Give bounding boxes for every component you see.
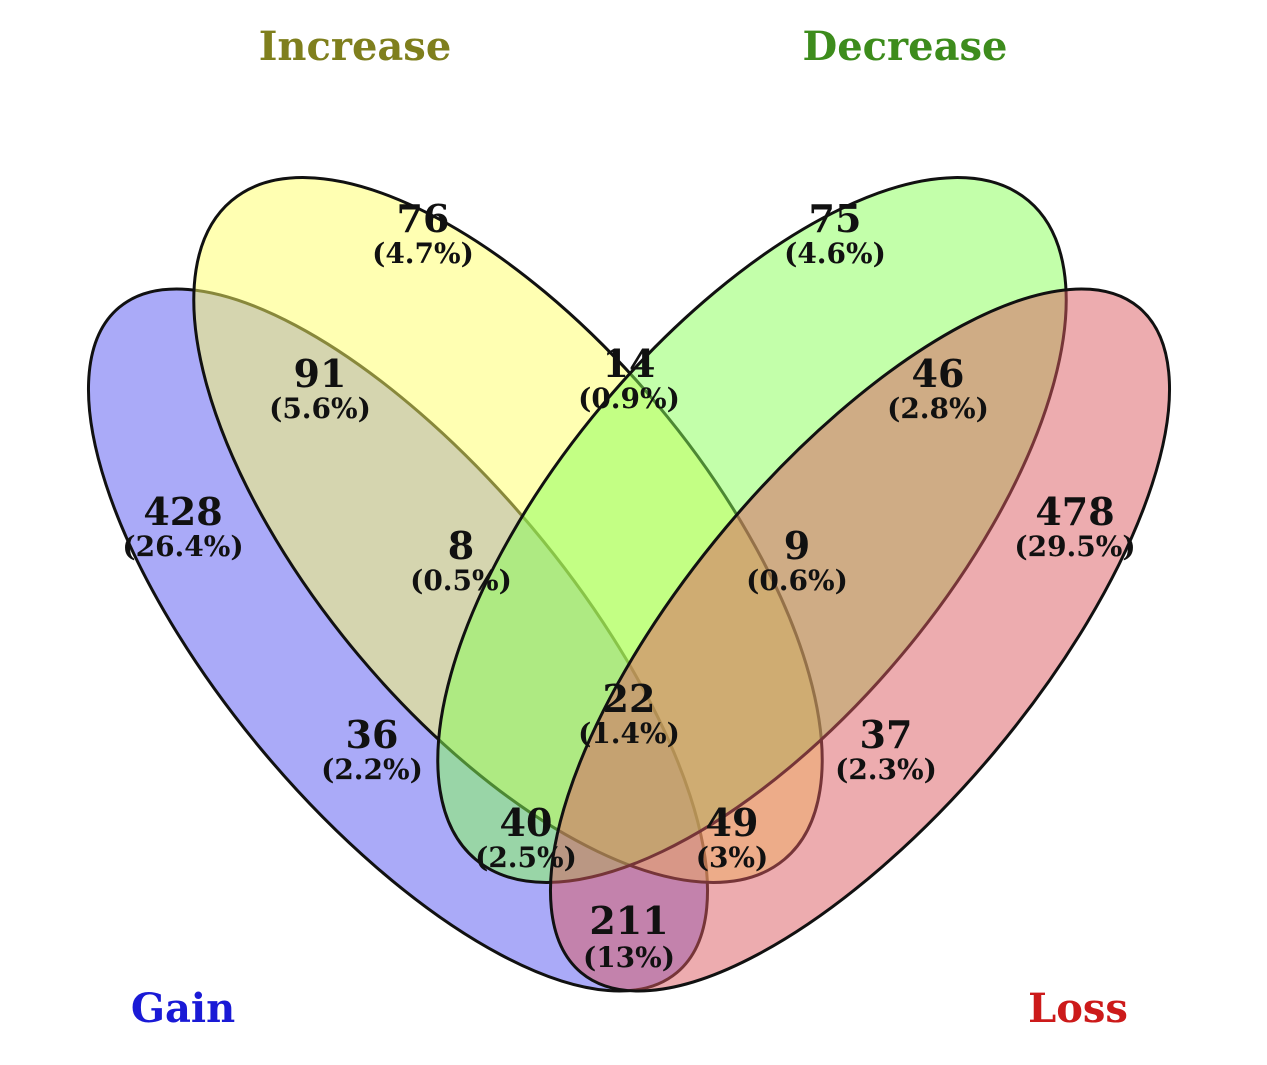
region-count: 36	[346, 712, 399, 757]
region-count: 75	[809, 196, 862, 241]
region-percent: (26.4%)	[122, 530, 243, 563]
region-percent: (1.4%)	[578, 717, 680, 750]
region-count: 76	[397, 196, 450, 241]
region-percent: (2.8%)	[887, 392, 989, 425]
region-percent: (0.6%)	[746, 564, 848, 597]
region-count: 46	[912, 351, 965, 396]
region-percent: (4.6%)	[784, 237, 886, 270]
region-percent: (5.6%)	[269, 392, 371, 425]
region-decrease-only: 75 (4.6%)	[784, 196, 886, 270]
region-all-four: 22 (1.4%)	[578, 676, 680, 750]
region-percent: (0.9%)	[578, 382, 680, 415]
region-count: 91	[294, 351, 347, 396]
region-percent: (3%)	[696, 841, 769, 874]
region-decrease-loss: 46 (2.8%)	[887, 351, 989, 425]
loss-title: Loss	[1028, 985, 1128, 1032]
region-count: 478	[1035, 489, 1114, 534]
region-gain-decrease-loss: 40 (2.5%)	[475, 800, 577, 874]
increase-title: Increase	[259, 23, 452, 70]
region-gain-loss: 211 (13%)	[583, 898, 675, 974]
region-percent: (13%)	[583, 941, 675, 974]
region-count: 428	[143, 489, 222, 534]
region-count: 211	[589, 898, 668, 943]
region-gain-increase-decrease: 8 (0.5%)	[410, 523, 512, 597]
region-gain-increase-loss: 49 (3%)	[696, 800, 769, 874]
region-gain-increase: 91 (5.6%)	[269, 351, 371, 425]
loss-ellipse	[548, 287, 1172, 993]
region-count: 8	[448, 523, 474, 568]
region-percent: (29.5%)	[1014, 530, 1135, 563]
set-titles: Increase Decrease Gain Loss	[131, 23, 1128, 1032]
region-count: 49	[706, 800, 759, 845]
region-gain-decrease: 36 (2.2%)	[321, 712, 423, 786]
region-count: 22	[603, 676, 656, 721]
region-increase-decrease: 14 (0.9%)	[578, 341, 680, 415]
region-gain-only: 428 (26.4%)	[122, 489, 243, 563]
gain-title: Gain	[131, 985, 235, 1032]
set-ellipses	[86, 176, 1172, 993]
region-percent: (2.3%)	[835, 753, 937, 786]
region-percent: (4.7%)	[372, 237, 474, 270]
region-percent: (0.5%)	[410, 564, 512, 597]
region-count: 14	[603, 341, 656, 386]
region-labels: 428 (26.4%) 76 (4.7%) 75 (4.6%) 478 (29.…	[122, 196, 1135, 974]
region-count: 9	[784, 523, 810, 568]
region-percent: (2.2%)	[321, 753, 423, 786]
region-count: 40	[500, 800, 553, 845]
region-increase-decrease-loss: 9 (0.6%)	[746, 523, 848, 597]
decrease-title: Decrease	[803, 23, 1008, 70]
region-count: 37	[860, 712, 913, 757]
region-increase-loss: 37 (2.3%)	[835, 712, 937, 786]
region-loss-only: 478 (29.5%)	[1014, 489, 1135, 563]
region-percent: (2.5%)	[475, 841, 577, 874]
region-increase-only: 76 (4.7%)	[372, 196, 474, 270]
